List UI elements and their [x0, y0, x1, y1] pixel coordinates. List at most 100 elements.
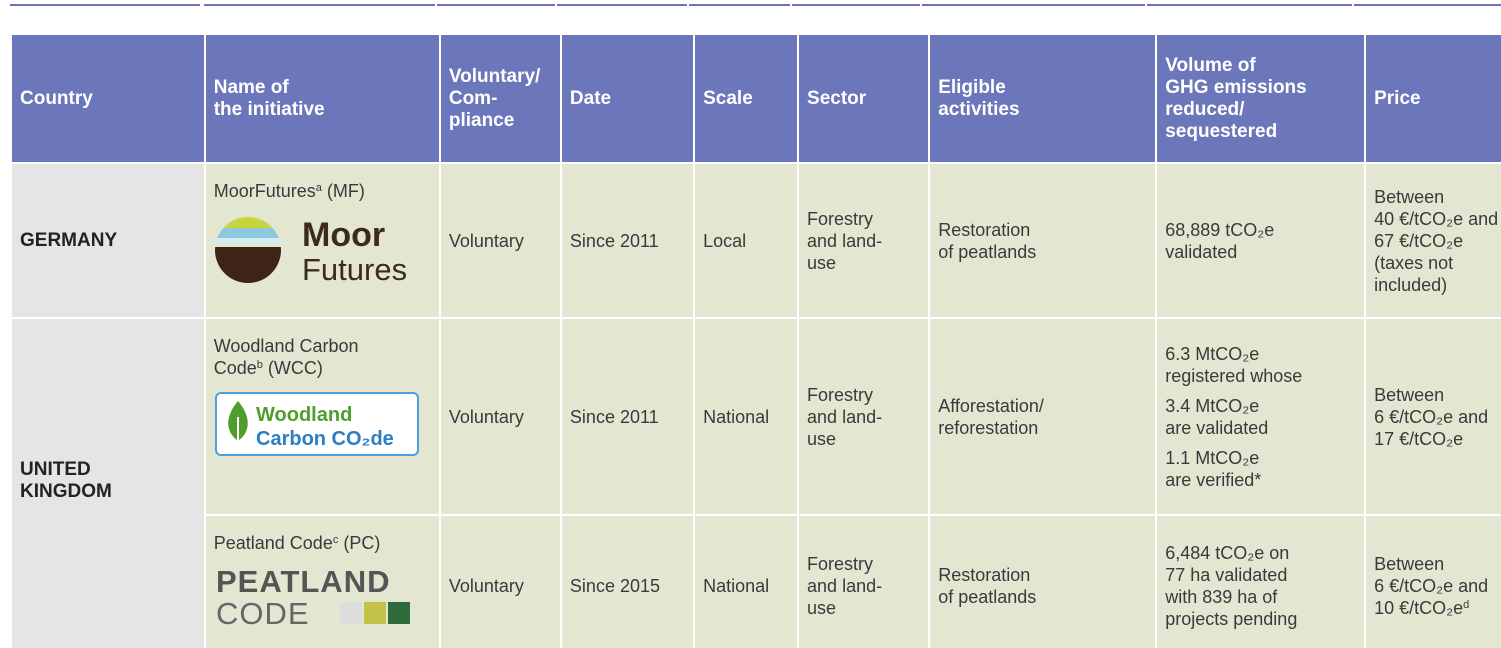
header-cell: Scale [695, 35, 798, 162]
sector-cell: Forestry and land-use [799, 164, 929, 317]
cell-line: Forestry [807, 554, 874, 574]
cell-line: (taxes not [1374, 252, 1454, 273]
cell-line: Forestry [807, 208, 874, 229]
cell-line: are verified* [1165, 469, 1262, 490]
cell-line: Between [1374, 186, 1445, 207]
logo-text: PEATLAND [216, 564, 390, 599]
cell-line: Volume of [1165, 54, 1256, 76]
rule [557, 4, 687, 6]
cell-line: 10 €/tCO₂ed [1374, 598, 1470, 618]
cell-line: Scale [703, 87, 753, 109]
cell-line: 1.1 MtCO₂e [1165, 447, 1260, 468]
price-cell: Between 40 €/tCO₂e and 67 €/tCO₂e (taxes no… [1366, 164, 1501, 317]
logo-mark [214, 217, 281, 283]
cell-line: Between [1374, 384, 1445, 405]
header-cell: Voluntary/Com-pliance [440, 35, 560, 162]
type-cell: Voluntary [440, 516, 560, 648]
type-cell: Voluntary [440, 164, 560, 317]
icon [363, 602, 386, 624]
footnote: b [256, 359, 263, 371]
scale-cell: National [695, 516, 798, 648]
rule [792, 4, 920, 6]
volume-cell: 6,484 tCO₂e on 77 ha validated with 839 ha… [1157, 516, 1365, 648]
header-cell: Eligible activities [930, 35, 1156, 162]
logo-text: CODE [216, 596, 310, 631]
logo-text: Moor [302, 216, 385, 254]
name-cell: Peatland Codec (PC) PEATLAND CODE [205, 516, 439, 648]
sector-cell: Forestry and land-use [799, 516, 929, 648]
cell-line: 6 €/tCO₂e and [1374, 576, 1489, 596]
cell-line: Price [1374, 87, 1421, 109]
scale-cell: Local [695, 164, 798, 317]
rule [922, 4, 1145, 6]
header-row: Country Name of the initiative Voluntary/Co… [12, 35, 1501, 162]
logo-text: Woodland [256, 404, 352, 426]
activities-cell: Afforestation/reforestation [930, 319, 1156, 514]
cell-line: of peatlands [938, 587, 1037, 607]
para: 6,484 tCO₂e on 77 ha validated with 839 ha… [1165, 542, 1358, 630]
para: 3.4 MtCO₂e are validated [1165, 395, 1358, 439]
header-cell: Sector [799, 35, 929, 162]
cell-line: GHG emissions [1165, 76, 1307, 98]
initiative-name: Peatland Codec (PC) [214, 532, 433, 554]
stripe [214, 238, 281, 243]
cell-line: 40 €/tCO₂e and [1374, 208, 1499, 229]
cell-line: Afforestation/ [938, 395, 1044, 416]
cell-line: registered whose [1165, 365, 1303, 386]
logo-text: Carbon CO₂de [256, 428, 394, 450]
cell-line: use [807, 428, 837, 449]
cell-line: Date [569, 87, 612, 109]
logo-text: Futures [302, 252, 407, 287]
para: 68,889 tCO₂e validated [1165, 219, 1358, 263]
rule [1354, 4, 1501, 6]
cell-line: 17 €/tCO₂e [1374, 428, 1464, 449]
logo: MoorFutures [214, 216, 407, 287]
cell-line: with 839 ha of [1165, 587, 1278, 607]
date-cell: Since 2011 [561, 164, 694, 317]
cell-line: Sector [807, 87, 867, 109]
name-cell: MoorFuturesa (MF) Moor Futures [205, 164, 439, 317]
cell-line: projects pending [1165, 609, 1298, 629]
sector-cell: Forestry and land-use [799, 319, 929, 514]
date-cell: Since 2015 [561, 516, 694, 648]
header-cell: Name of the initiative [205, 35, 439, 162]
name-cell: Woodland Carbon Codeb (WCC) Woodland Carbon… [205, 319, 439, 514]
rule [689, 4, 790, 6]
footnote: d [1463, 599, 1470, 611]
cell-line: use [807, 598, 837, 618]
header-cell: Volume of GHG emissions reduced/sequestere… [1157, 35, 1365, 162]
cell-line: validated [1165, 241, 1238, 262]
volume-cell: 6.3 MtCO₂e registered whose 3.4 MtCO₂e are … [1157, 319, 1365, 514]
stripe [214, 217, 281, 228]
cell-line: Com- [448, 87, 498, 109]
price-cell: Between 6 €/tCO₂e and 10 €/tCO₂ed [1366, 516, 1501, 648]
name: MoorFutures [213, 181, 316, 201]
rule [10, 4, 200, 6]
cell-line: 6,484 tCO₂e on [1165, 543, 1290, 563]
cell-line: 77 ha validated [1165, 565, 1288, 585]
country-cell: GERMANY [12, 164, 204, 317]
cell-line: and land- [807, 230, 883, 251]
para: 1.1 MtCO₂e are verified* [1165, 447, 1358, 491]
cell-line: pliance [448, 109, 515, 131]
activities-cell: Restoration of peatlands [930, 516, 1156, 648]
abbr: (MF) [326, 181, 365, 201]
stripe [214, 228, 281, 238]
stripe [214, 247, 281, 283]
volume-cell: 68,889 tCO₂e validated [1157, 164, 1365, 317]
table: Country Name of the initiative Voluntary/Co… [10, 33, 1501, 648]
activities-cell: Restoration of peatlands [930, 164, 1156, 317]
icon [387, 602, 410, 624]
cell-line: Country [20, 87, 93, 109]
cell-line: the initiative [213, 98, 325, 120]
country-cell: UNITED KINGDOM [12, 319, 204, 648]
cell-line: Between [1374, 554, 1445, 574]
cell-line: reduced/ [1165, 98, 1245, 120]
name: Peatland Code [213, 533, 333, 553]
cell-line: reforestation [938, 417, 1039, 438]
cell-line: use [807, 252, 837, 273]
cell-line: are validated [1165, 417, 1269, 438]
